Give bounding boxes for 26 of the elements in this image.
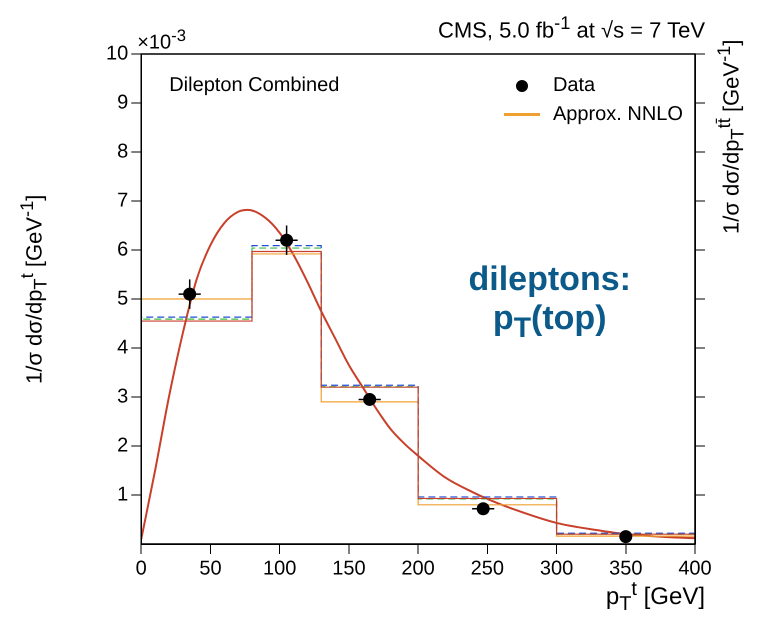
x-tick-label: 400: [678, 558, 712, 580]
x-tick-label: 0: [136, 558, 147, 580]
text: ×10$^{-3}$: [137, 26, 186, 55]
y-tick-label: 9: [117, 92, 128, 114]
legend-label: Data: [552, 74, 596, 97]
y-tick-label: 7: [117, 190, 128, 212]
x-tick-label: 300: [540, 558, 574, 580]
annotation: dileptons: p$_{T}$(top): [468, 260, 632, 345]
chart-title: CMS, 5.0 fb$^{-1}$ at √s = 7 TeV: [438, 12, 705, 44]
x-tick-label: 350: [609, 558, 642, 580]
y-tick-label: 1: [117, 484, 128, 506]
legend-label: Approx. NNLO: [552, 103, 683, 126]
y-tick-label: 5: [117, 288, 128, 310]
y-tick-label: 6: [117, 238, 128, 261]
annotation: Dilepton Combined: [169, 74, 340, 97]
y-tick-label: 8: [117, 140, 128, 163]
y-tick-label: 2: [117, 434, 128, 457]
x-tick-label: 250: [470, 558, 504, 580]
y-tick-label: 10: [106, 42, 128, 65]
y-tick-label: 4: [117, 336, 128, 359]
x-tick-label: 100: [262, 558, 296, 580]
x-axis-title: p$_{T}$$^{t}$ [GeV]: [606, 578, 705, 616]
x-tick-label: 150: [332, 558, 366, 580]
x-tick-label: 50: [199, 558, 222, 580]
x-tick-label: 200: [401, 558, 435, 580]
y-tick-label: 3: [117, 386, 128, 408]
